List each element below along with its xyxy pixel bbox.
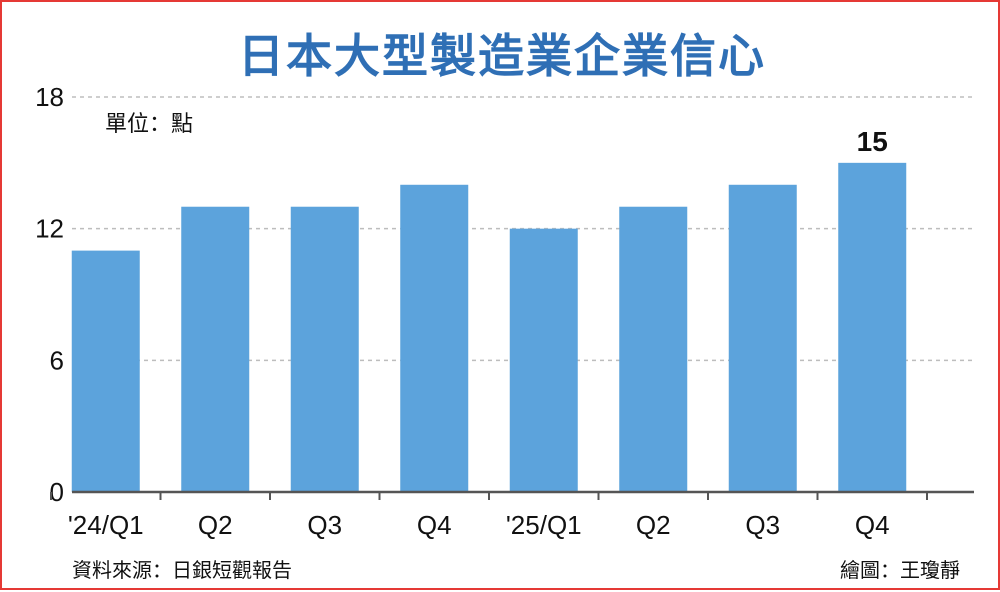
x-tick-label: '24/Q1 bbox=[68, 510, 144, 540]
chart-title: 日本大型製造業企業信心 bbox=[238, 29, 766, 83]
y-tick-label: 12 bbox=[35, 214, 64, 244]
y-tick-label: 18 bbox=[35, 82, 64, 112]
bar bbox=[290, 206, 359, 492]
x-tick-label: Q3 bbox=[745, 510, 780, 540]
x-tick-label: '25/Q1 bbox=[506, 510, 582, 540]
bar bbox=[509, 228, 578, 492]
bar bbox=[619, 206, 688, 492]
bar bbox=[728, 184, 797, 492]
y-tick-label: 0 bbox=[50, 477, 64, 507]
y-tick-label: 6 bbox=[50, 345, 64, 375]
bar bbox=[71, 250, 140, 492]
bar bbox=[838, 162, 907, 493]
x-tick-label: Q4 bbox=[417, 510, 452, 540]
x-tick-label: Q3 bbox=[307, 510, 342, 540]
bar bbox=[400, 184, 469, 492]
x-tick-label: Q2 bbox=[636, 510, 671, 540]
x-tick-label: Q2 bbox=[198, 510, 233, 540]
credit-note: 繪圖：王瓊靜 bbox=[840, 558, 960, 582]
bar bbox=[181, 206, 250, 492]
x-tick-label: Q4 bbox=[855, 510, 890, 540]
unit-label: 單位：點 bbox=[105, 112, 194, 137]
source-note: 資料來源：日銀短觀報告 bbox=[72, 558, 292, 582]
data-label: 15 bbox=[857, 126, 888, 157]
